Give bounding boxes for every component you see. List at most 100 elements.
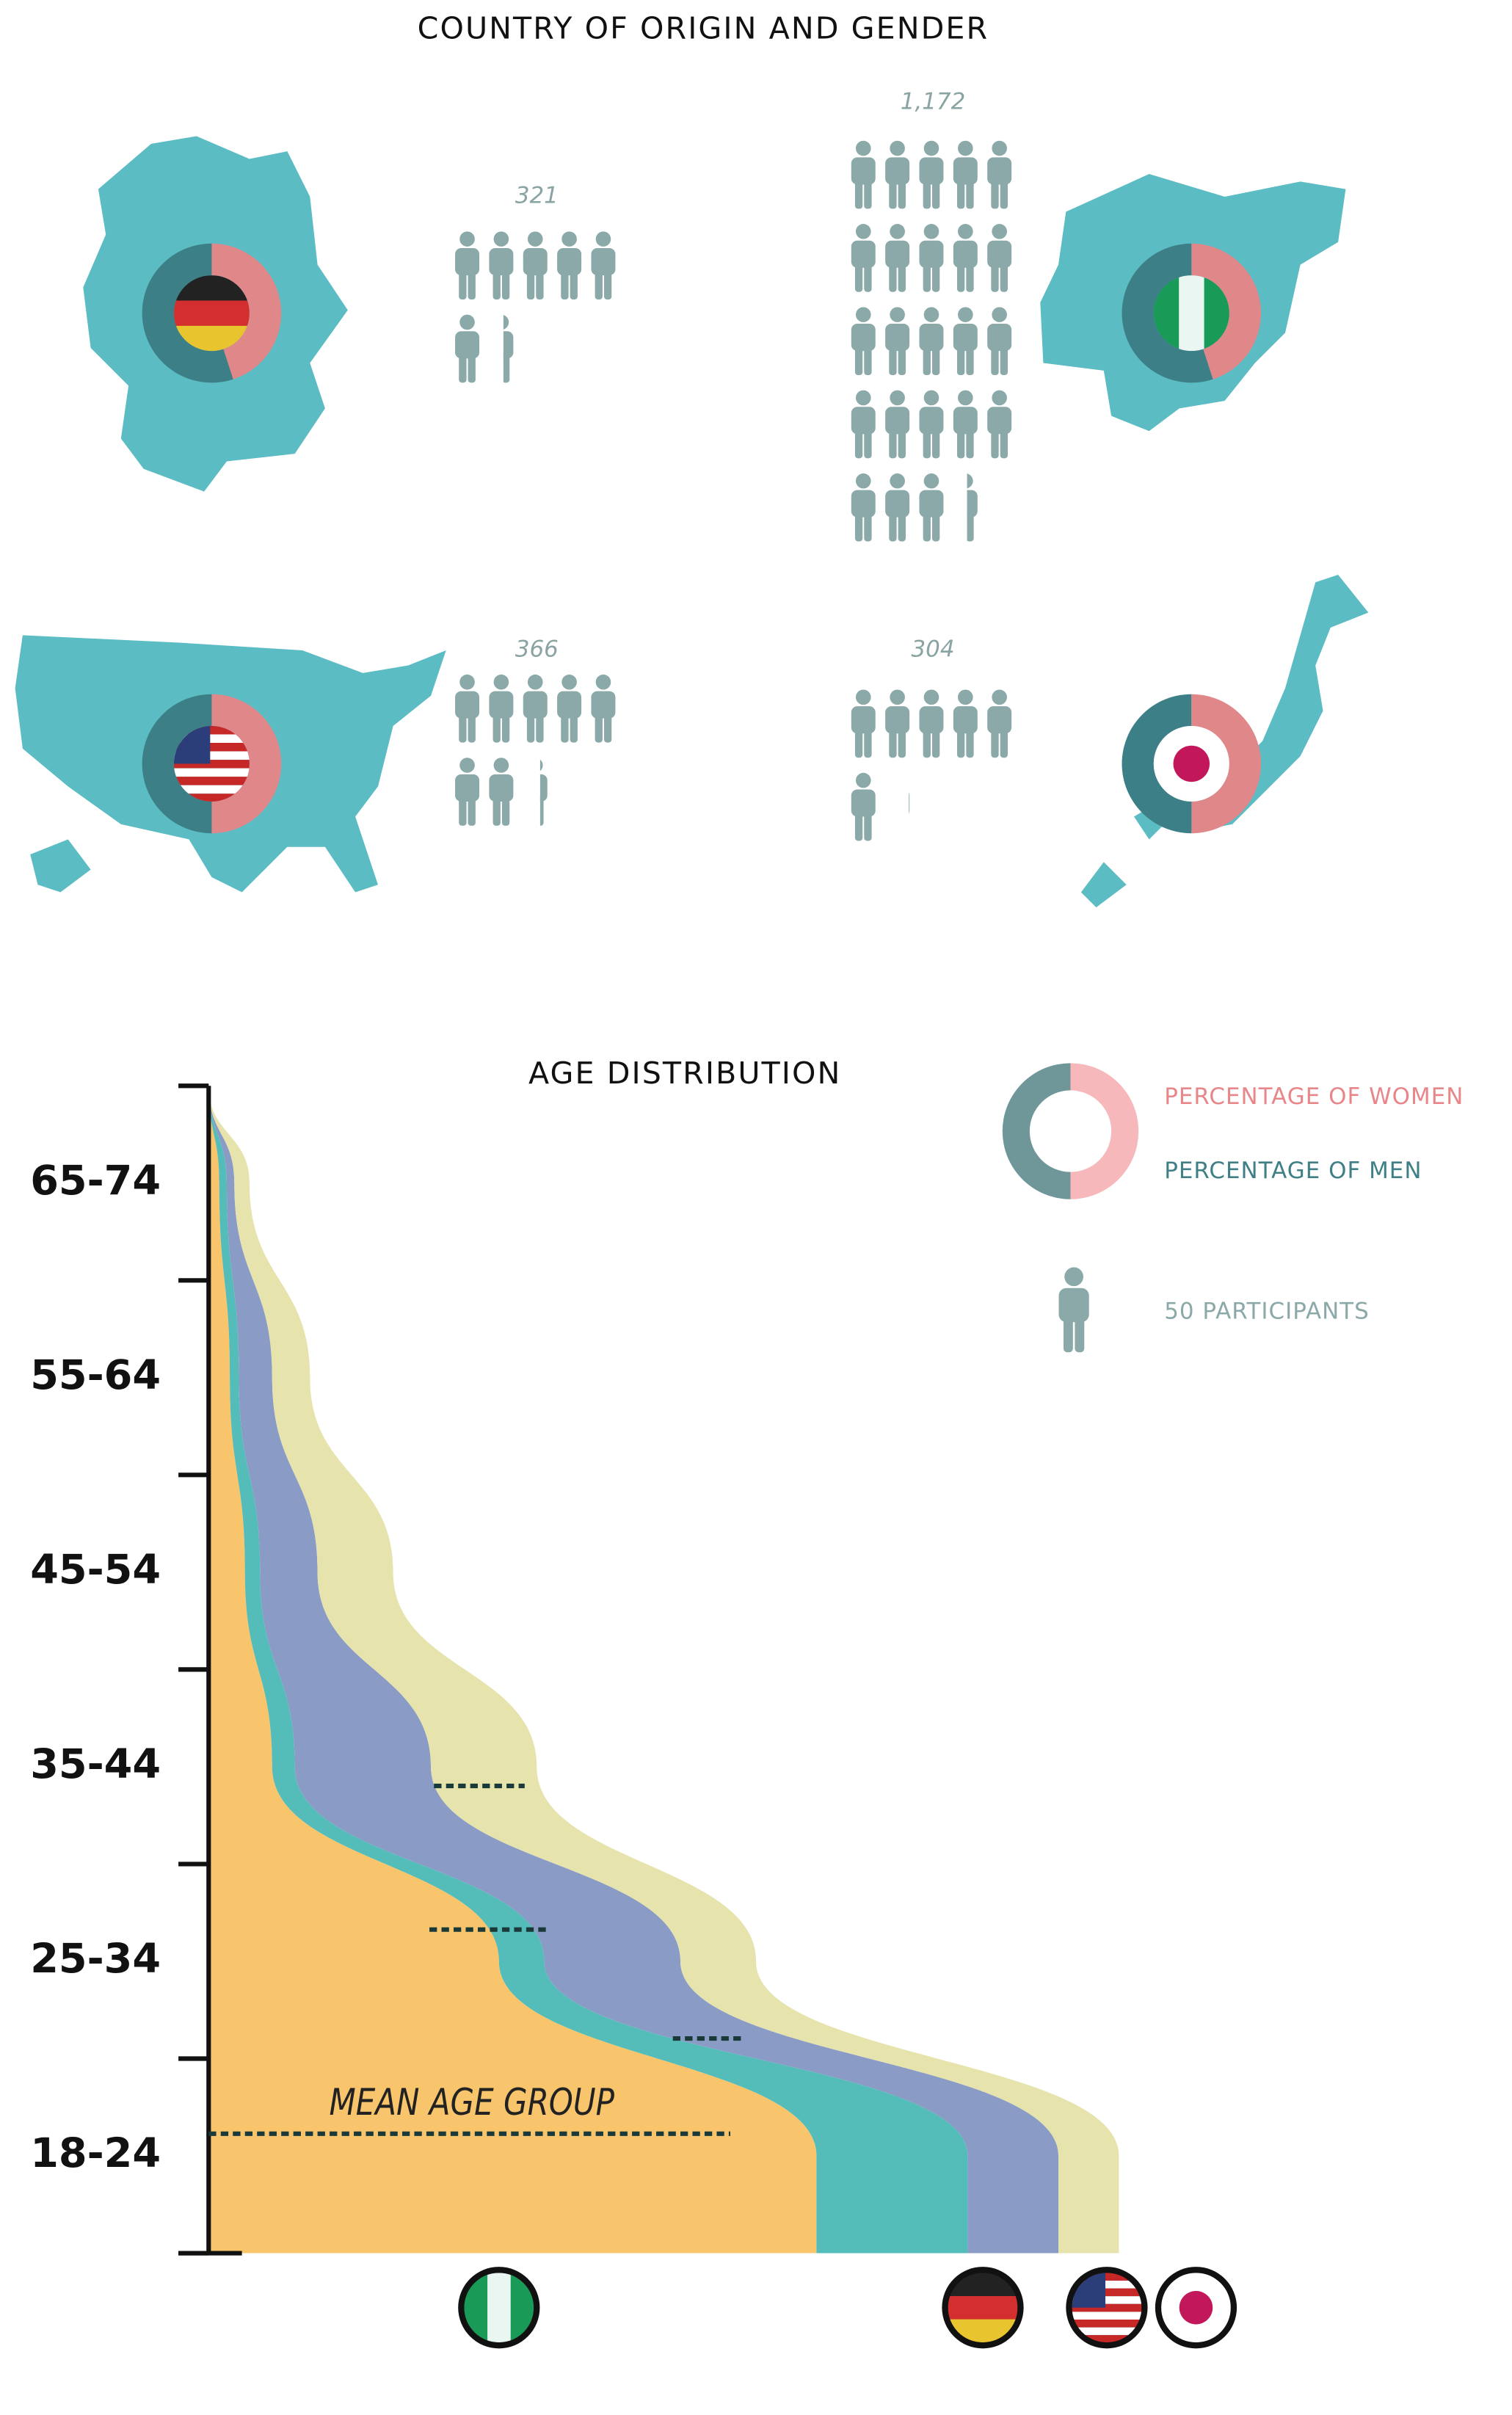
flag-stripe	[1072, 2280, 1142, 2289]
person-icon	[987, 224, 1012, 292]
icon-body	[919, 323, 944, 352]
person-icon	[953, 689, 978, 758]
person-icon	[953, 224, 978, 292]
flag-inner	[173, 725, 250, 802]
icon-head	[855, 772, 871, 788]
icon-leg	[923, 178, 931, 209]
icon-leg	[931, 511, 940, 542]
icon-head	[992, 140, 1007, 156]
donut-women	[211, 694, 282, 834]
icon-body	[851, 789, 876, 817]
icon-body	[851, 157, 876, 185]
icon-leg	[864, 511, 872, 542]
icon-head	[890, 773, 905, 788]
icon-leg	[493, 352, 501, 382]
icon-body	[953, 706, 978, 734]
icon-body	[919, 490, 944, 518]
person-icon	[885, 140, 910, 209]
icon-leg	[967, 511, 974, 542]
icon-head	[923, 307, 939, 322]
flag-stripe	[1072, 2312, 1142, 2320]
icon-leg	[854, 261, 863, 292]
flag	[1161, 2273, 1231, 2343]
icon-leg	[931, 428, 940, 459]
flag-stripe	[173, 768, 250, 777]
person-icon	[987, 140, 1012, 209]
flag-stripe	[1072, 2303, 1142, 2312]
person-icon	[851, 140, 876, 209]
person-icon	[919, 307, 944, 376]
donut-men	[1122, 243, 1213, 383]
icon-body	[987, 407, 1012, 435]
icon-leg	[459, 712, 467, 743]
icon-head	[958, 224, 973, 239]
flag-stripe	[173, 794, 250, 802]
y-tick-label: 25-34	[30, 1935, 161, 1983]
icon-leg	[966, 178, 974, 209]
icon-leg	[889, 428, 897, 459]
icon-leg	[561, 269, 569, 300]
icon-leg	[561, 712, 569, 743]
flag-stripe	[1072, 2335, 1142, 2343]
icon-leg	[991, 344, 999, 376]
icon-head	[967, 473, 973, 489]
icon-leg	[1000, 261, 1008, 292]
icon-leg	[854, 428, 863, 459]
icon-leg	[864, 428, 872, 459]
flag-inner	[1153, 275, 1229, 352]
stream-area	[208, 1086, 817, 2254]
person-icon	[557, 674, 582, 743]
icon-leg	[889, 511, 897, 542]
flag-stripe	[1072, 2288, 1142, 2297]
stream-area	[208, 1086, 1058, 2254]
donut-women	[1191, 243, 1262, 380]
icon-head	[923, 224, 939, 239]
flag-inner	[464, 2273, 534, 2343]
icon-head	[1064, 1267, 1083, 1287]
icon-head	[890, 390, 905, 406]
icon-leg	[889, 727, 897, 758]
icon-body	[919, 240, 944, 268]
person-icon	[523, 674, 548, 743]
y-tick-label: 35-44	[30, 1740, 161, 1788]
chart-title: AGE DISTRIBUTION	[528, 1056, 841, 1091]
icon-leg	[931, 178, 940, 209]
icon-head	[890, 307, 905, 322]
stream-area	[208, 1086, 1119, 2254]
mean-lines	[208, 1783, 746, 2136]
flag-stripe	[487, 2273, 512, 2343]
icon-head	[890, 224, 905, 239]
icon-leg	[898, 261, 906, 292]
icon-body	[967, 490, 978, 518]
person-icon	[953, 140, 978, 209]
icon-body	[557, 247, 582, 276]
icon-leg	[468, 269, 476, 300]
icon-leg	[991, 727, 999, 758]
person-icon	[557, 231, 582, 300]
flag-stripe	[173, 734, 250, 744]
icon-leg	[966, 727, 974, 758]
icon-leg	[1000, 178, 1008, 209]
icon-body	[539, 774, 548, 802]
icon-body	[455, 691, 480, 719]
icon-head	[595, 231, 611, 247]
icon-head	[890, 689, 905, 705]
icon-body	[987, 157, 1012, 185]
icon-body	[885, 407, 910, 435]
person-icon	[591, 231, 616, 300]
person-icon	[539, 759, 548, 826]
icon-leg	[957, 511, 964, 541]
icon-leg	[854, 511, 863, 542]
icon-head	[923, 689, 939, 705]
flag-stripe	[173, 725, 250, 735]
donut-men	[1122, 694, 1192, 834]
icon-leg	[854, 727, 863, 758]
icon-body	[591, 691, 616, 719]
icon-head	[855, 307, 871, 322]
icon-head	[561, 231, 577, 247]
icon-leg	[493, 712, 501, 743]
person-icon	[455, 231, 480, 300]
icon-head	[527, 674, 543, 690]
icon-leg	[501, 269, 510, 300]
icon-head	[992, 307, 1007, 322]
